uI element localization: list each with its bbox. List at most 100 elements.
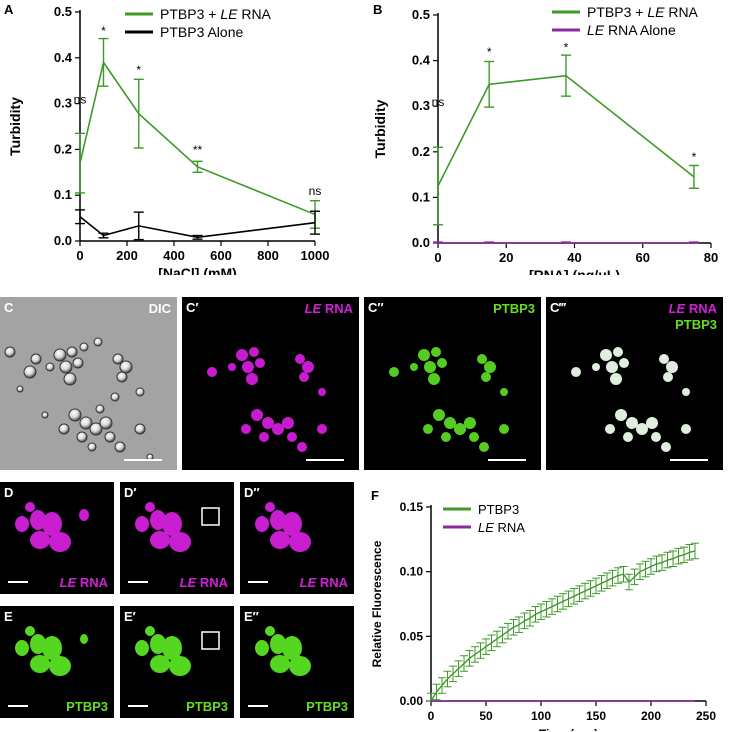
legend-label: LE RNA bbox=[478, 520, 525, 535]
e-droplets bbox=[8, 626, 88, 707]
legend-label: PTBP3 + LE RNA bbox=[587, 4, 699, 20]
y-tick-label: 0.4 bbox=[54, 50, 73, 65]
y-tick-label: 0.3 bbox=[54, 96, 72, 111]
panel-letter-e: E bbox=[4, 609, 13, 624]
significance-annotation: ** bbox=[193, 143, 203, 157]
x-tick-label: 100 bbox=[531, 709, 551, 723]
y-tick-label: 0.5 bbox=[412, 7, 430, 22]
chart-a-plot: 0.0 0.1 0.2 0.3 0.4 0.5 0 200 400 600 800 1000 [NaCl… bbox=[7, 4, 329, 275]
x-tick-label: 400 bbox=[163, 248, 185, 263]
micrograph-d: D LE RNA bbox=[0, 482, 114, 594]
significance-annotation: ns bbox=[432, 95, 445, 109]
series-line bbox=[430, 550, 696, 702]
y-tick-label: 0.0 bbox=[54, 233, 72, 248]
d-prime-droplets bbox=[128, 502, 220, 583]
y-tick-label: 0.05 bbox=[400, 629, 424, 643]
x-tick-label: 1000 bbox=[301, 248, 330, 263]
y-tick-label: 0.10 bbox=[400, 565, 424, 579]
legend-label: PTBP3 + LE RNA bbox=[160, 6, 272, 22]
chart-a: A 0.0 0.1 0.2 0.3 0.4 0.5 0 200 400 600 800 1000 [Na… bbox=[4, 2, 329, 275]
label-merge-le-rna: LE RNA bbox=[668, 301, 717, 316]
panel-letter-c-triple-prime: C‴ bbox=[550, 300, 566, 315]
panel-letter-f: F bbox=[371, 488, 379, 503]
label-e-double-prime-ptbp3: PTBP3 bbox=[306, 699, 348, 714]
x-tick-label: 20 bbox=[499, 250, 513, 265]
label-merge-ptbp3: PTBP3 bbox=[675, 317, 717, 332]
x-tick-label: 150 bbox=[586, 709, 606, 723]
x-tick-label: 50 bbox=[479, 709, 493, 723]
panel-letter-d: D bbox=[4, 485, 14, 500]
y-tick-label: 0.1 bbox=[54, 187, 72, 202]
y-tick-label: 0.00 bbox=[400, 694, 424, 708]
panel-letter-d-prime: D′ bbox=[124, 485, 137, 500]
label-e-ptbp3: PTBP3 bbox=[66, 699, 108, 714]
y-tick-label: 0.4 bbox=[412, 53, 431, 68]
y-tick-label: 0.3 bbox=[412, 98, 430, 113]
label-le-rna: LE RNA bbox=[304, 301, 353, 316]
y-tick-label: 0.0 bbox=[412, 235, 430, 250]
x-tick-label: 200 bbox=[641, 709, 661, 723]
micrograph-d-double-prime: D″ LE RNA bbox=[240, 482, 354, 594]
chart-b: B 0.0 0.1 0.2 0.3 0.4 0.5 0 20 40 60 80 [RNA] (ng/μ… bbox=[372, 2, 718, 275]
panel-letter-c-double-prime: C″ bbox=[368, 300, 384, 315]
legend-label: PTBP3 bbox=[478, 502, 519, 517]
x-axis-label: [NaCl] (mM) bbox=[158, 265, 237, 275]
label-dic: DIC bbox=[148, 301, 171, 316]
x-tick-label: 80 bbox=[704, 250, 718, 265]
micrograph-e-prime: E′ PTBP3 bbox=[120, 606, 234, 718]
significance-annotation: ns bbox=[74, 93, 87, 107]
panel-letter-c: C bbox=[4, 300, 14, 315]
y-axis-label: Turbidity bbox=[7, 97, 23, 156]
e-double-prime-droplets bbox=[248, 626, 311, 707]
panel-letter-a: A bbox=[4, 2, 14, 17]
panel-letter-b: B bbox=[373, 2, 382, 17]
merge-droplets bbox=[571, 347, 708, 461]
micrograph-e-double-prime: E″ PTBP3 bbox=[240, 606, 354, 718]
significance-annotation: * bbox=[487, 45, 492, 59]
series-line bbox=[437, 74, 695, 187]
series-line bbox=[79, 216, 316, 239]
significance-annotation: * bbox=[692, 150, 697, 164]
le-rna-droplets bbox=[207, 347, 344, 461]
x-tick-label: 0 bbox=[434, 250, 441, 265]
significance-annotation: * bbox=[564, 40, 569, 54]
y-axis-label: Relative Fluorescence bbox=[370, 540, 384, 667]
chart-f: F 0.00 0.05 0.10 0.15 0 50 100 150 200 250 Time (s… bbox=[370, 488, 716, 731]
x-tick-label: 250 bbox=[696, 709, 716, 723]
panel-letter-c-prime: C′ bbox=[186, 300, 199, 315]
x-tick-label: 60 bbox=[636, 250, 650, 265]
micrograph-c-double-prime: PTBP3 C″ bbox=[364, 297, 541, 470]
series-line bbox=[79, 60, 316, 216]
label-ptbp3: PTBP3 bbox=[493, 301, 535, 316]
micrograph-d-prime: D′ LE RNA bbox=[120, 482, 234, 594]
significance-annotation: * bbox=[101, 24, 106, 38]
y-tick-label: 0.5 bbox=[54, 4, 72, 19]
panel-letter-e-prime: E′ bbox=[124, 609, 136, 624]
d-double-prime-droplets bbox=[248, 502, 311, 583]
legend-label: LE RNA Alone bbox=[587, 22, 676, 38]
panel-letter-e-double-prime: E″ bbox=[244, 609, 259, 624]
label-d-double-prime-le-rna: LE RNA bbox=[299, 575, 348, 590]
micrograph-c-prime: LE RNA C′ bbox=[182, 297, 359, 470]
significance-annotation: ns bbox=[309, 184, 322, 198]
micrograph-e: E PTBP3 bbox=[0, 606, 114, 718]
x-axis-label: Time (sec) bbox=[539, 727, 598, 731]
significance-annotation: * bbox=[136, 63, 141, 77]
x-axis-label: [RNA] (ng/μL) bbox=[529, 267, 620, 275]
y-tick-label: 0.2 bbox=[412, 144, 430, 159]
x-tick-label: 600 bbox=[210, 248, 232, 263]
ptbp3-droplets bbox=[389, 347, 526, 461]
x-tick-label: 800 bbox=[257, 248, 279, 263]
x-tick-label: 0 bbox=[76, 248, 83, 263]
chart-f-plot: 0.00 0.05 0.10 0.15 0 50 100 150 200 250 Time (sec… bbox=[370, 500, 716, 731]
x-tick-label: 200 bbox=[116, 248, 138, 263]
y-tick-label: 0.15 bbox=[400, 500, 424, 514]
x-tick-label: 0 bbox=[428, 709, 435, 723]
micrograph-c-dic: DIC bbox=[0, 297, 177, 470]
panel-letter-d-double-prime: D″ bbox=[244, 485, 260, 500]
x-tick-label: 40 bbox=[567, 250, 581, 265]
micrograph-c-triple-prime: LE RNA PTBP3 C‴ bbox=[546, 297, 723, 470]
label-d-prime-le-rna: LE RNA bbox=[179, 575, 228, 590]
y-axis-label: Turbidity bbox=[372, 99, 388, 158]
y-tick-label: 0.2 bbox=[54, 141, 72, 156]
